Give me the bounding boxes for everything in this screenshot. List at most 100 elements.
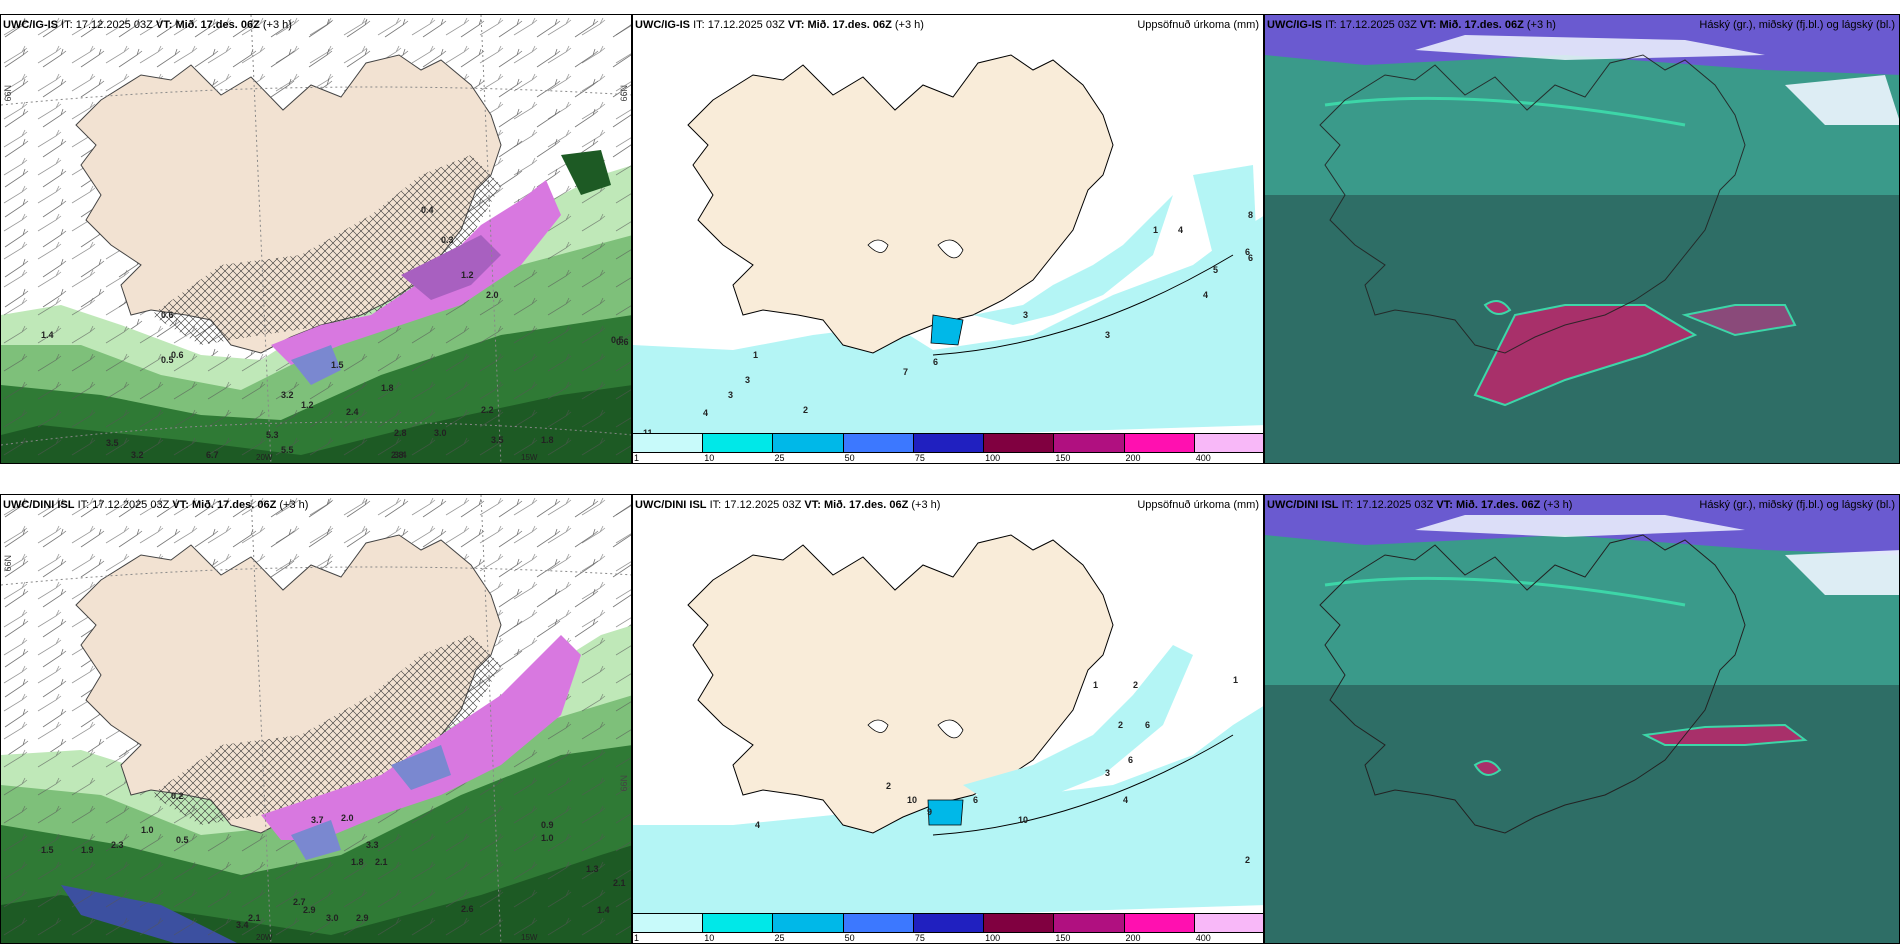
it-value: 17.12.2025 03Z [92, 499, 170, 511]
lat-label: 66N [3, 85, 13, 102]
lead-time: (+3 h) [279, 499, 309, 511]
value-label: 2 [1133, 680, 1139, 690]
model-label: UWC/DINI ISL [635, 499, 707, 511]
value-label: 6 [1248, 253, 1254, 263]
value-label: 1 [1093, 680, 1099, 690]
vt-label: VT: [804, 499, 821, 511]
value-label: 3.5 [491, 435, 504, 445]
value-label: 0.5 [611, 335, 624, 345]
value-label: 2.1 [248, 913, 261, 923]
panel-bottom-wind-precip: UWC/DINI ISL IT: 17.12.2025 03Z VT: Mið.… [0, 494, 632, 944]
it-value: 17.12.2025 03Z [724, 499, 802, 511]
product-title: Uppsöfnuð úrkoma (mm) [1137, 499, 1259, 511]
lat-label-right: 66N [619, 775, 629, 792]
colorbar-tick: 50 [844, 933, 855, 943]
it-value: 17.12.2025 03Z [707, 19, 785, 31]
colorbar-tick: 200 [1125, 453, 1141, 463]
vt-value: Mið. 17.des. 06Z [175, 19, 260, 31]
precip-colorbar: 1 10 25 50 75 100 150 200 400 [633, 913, 1263, 943]
it-label: IT: [77, 499, 90, 511]
value-label: 2.0 [486, 290, 499, 300]
value-label: 2.2 [481, 405, 494, 415]
value-label: 9 [927, 807, 933, 817]
colorbar-tick: 400 [1195, 453, 1211, 463]
value-label: 3.0 [434, 428, 447, 438]
map-bottom-middle [633, 495, 1263, 943]
value-label: 2 [1245, 855, 1251, 865]
it-value: 17.12.2025 03Z [1339, 19, 1417, 31]
value-label: 0.4 [421, 205, 434, 215]
value-label: 3.5 [106, 438, 119, 448]
precip-colorbar: 1 10 25 50 75 100 150 200 400 [633, 433, 1263, 463]
value-label: 5.3 [266, 430, 279, 440]
lat-label: 66N [3, 555, 13, 572]
colorbar-tick: 1 [634, 453, 640, 463]
value-label: 1.5 [41, 845, 54, 855]
value-label: 1.8 [351, 857, 364, 867]
value-label: 0.6 [161, 310, 174, 320]
header-top-left: UWC/IG-IS IT: 17.12.2025 03Z VT: Mið. 17… [3, 19, 292, 31]
value-label: 6 [1145, 720, 1151, 730]
vt-value: Mið. 17.des. 06Z [1439, 19, 1524, 31]
value-label: 2.7 [293, 897, 306, 907]
value-label: 6 [1245, 247, 1251, 257]
colorbar-tick: 100 [985, 453, 1001, 463]
value-label: 3.4 [394, 450, 407, 460]
lead-time: (+3 h) [1543, 499, 1573, 511]
value-label: 3 [1105, 330, 1111, 340]
colorbar-swatch [984, 914, 1055, 932]
vt-label: VT: [172, 499, 189, 511]
panel-bottom-clouds: UWC/DINI ISL IT: 17.12.2025 03Z VT: Mið.… [1264, 494, 1900, 944]
value-label: 6.7 [206, 450, 219, 460]
value-label: 1.8 [381, 383, 394, 393]
colorbar-swatch [1054, 914, 1125, 932]
value-label: 1.5 [331, 360, 344, 370]
value-label: 0.3 [441, 235, 454, 245]
vt-value: Mið. 17.des. 06Z [823, 499, 909, 511]
colorbar-swatch [1124, 914, 1195, 932]
vt-value: Mið. 17.des. 06Z [191, 499, 277, 511]
value-label: 2.8 [394, 428, 407, 438]
model-label: UWC/IG-IS [3, 19, 58, 31]
value-label: 1.4 [41, 330, 54, 340]
colorbar-tick: 150 [1055, 453, 1071, 463]
lead-time: (+3 h) [911, 499, 941, 511]
value-label: 3.2 [131, 450, 144, 460]
colorbar-tick: 10 [704, 933, 715, 943]
map-bottom-left [1, 495, 631, 943]
value-label: 2.8 [391, 450, 404, 460]
it-label: IT: [61, 19, 73, 31]
value-label: 3.7 [311, 815, 324, 825]
value-label: 3 [745, 375, 751, 385]
value-label: 0.9 [541, 820, 554, 830]
value-label: 1 [1153, 225, 1159, 235]
value-label: 2.1 [375, 857, 388, 867]
lat-label-right: 66N [619, 85, 629, 102]
lon-label: 20W [256, 453, 273, 462]
colorbar-swatch [913, 434, 985, 452]
it-label: IT: [709, 499, 722, 511]
colorbar-swatch [633, 434, 704, 452]
colorbar-tick: 10 [704, 453, 715, 463]
colorbar-swatch [1054, 434, 1125, 452]
header-bottom-right: UWC/DINI ISL IT: 17.12.2025 03Z VT: Mið.… [1267, 499, 1572, 511]
vt-label: VT: [1436, 499, 1453, 511]
value-label: 3.2 [281, 390, 294, 400]
value-label: 2 [1118, 720, 1124, 730]
colorbar-tick: 400 [1195, 933, 1211, 943]
value-label: 2.6 [461, 904, 474, 914]
value-label: 1.0 [541, 833, 554, 843]
lon-label: 15W [521, 453, 538, 462]
vt-value: Mið. 17.des. 06Z [807, 19, 892, 31]
value-label: 2 [886, 781, 892, 791]
colorbar-tick: 150 [1055, 933, 1071, 943]
lead-time: (+3 h) [894, 19, 924, 31]
value-label: 3 [1023, 310, 1029, 320]
panel-top-wind-precip: UWC/IG-IS IT: 17.12.2025 03Z VT: Mið. 17… [0, 14, 632, 464]
it-value: 17.12.2025 03Z [1356, 499, 1434, 511]
value-label: 8 [1248, 210, 1254, 220]
value-label: 4 [1203, 290, 1209, 300]
it-label: IT: [693, 19, 705, 31]
colorbar-swatch [843, 434, 914, 452]
value-label: 2 [803, 405, 809, 415]
